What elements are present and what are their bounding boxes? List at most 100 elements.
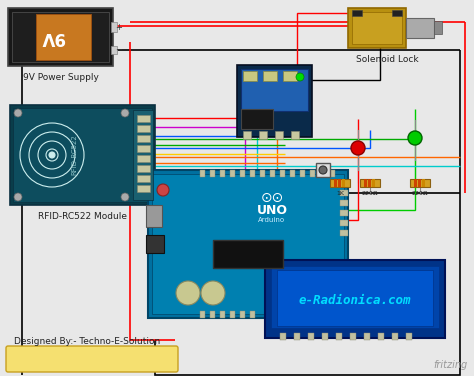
Bar bbox=[241, 109, 273, 129]
Bar bbox=[250, 170, 255, 177]
Bar bbox=[418, 179, 421, 187]
Bar bbox=[434, 21, 442, 34]
Circle shape bbox=[296, 73, 304, 81]
Bar bbox=[364, 333, 370, 340]
Bar bbox=[111, 22, 117, 32]
Text: 220Ω: 220Ω bbox=[412, 191, 428, 196]
Bar bbox=[133, 110, 153, 200]
Bar bbox=[271, 266, 439, 328]
Bar bbox=[348, 8, 406, 48]
Bar bbox=[392, 333, 398, 340]
Bar bbox=[137, 135, 150, 142]
Text: 1K: 1K bbox=[336, 191, 344, 196]
Bar bbox=[310, 170, 315, 177]
Bar bbox=[13, 108, 152, 202]
Bar bbox=[352, 12, 402, 44]
Bar bbox=[336, 333, 342, 340]
Bar bbox=[270, 170, 275, 177]
Bar bbox=[340, 230, 348, 236]
Circle shape bbox=[319, 166, 327, 174]
Bar bbox=[392, 10, 402, 16]
Circle shape bbox=[14, 193, 22, 201]
Bar bbox=[368, 179, 371, 187]
Bar bbox=[36, 14, 91, 60]
Bar bbox=[294, 333, 300, 340]
Bar bbox=[340, 200, 348, 206]
Bar bbox=[8, 8, 113, 66]
Bar bbox=[213, 240, 283, 268]
Bar bbox=[137, 175, 150, 182]
Bar bbox=[300, 170, 305, 177]
Bar bbox=[10, 105, 155, 205]
Text: UNO: UNO bbox=[256, 203, 288, 217]
Bar bbox=[410, 179, 430, 187]
Bar bbox=[259, 131, 267, 139]
Bar bbox=[320, 170, 325, 177]
Bar bbox=[372, 179, 375, 187]
Bar bbox=[378, 333, 384, 340]
Bar bbox=[250, 311, 255, 318]
Bar bbox=[152, 174, 344, 314]
FancyBboxPatch shape bbox=[6, 346, 178, 372]
Text: e-Radionica.com: e-Radionica.com bbox=[299, 294, 411, 308]
Text: +: + bbox=[115, 23, 122, 32]
Circle shape bbox=[351, 141, 365, 155]
Text: RFID-RC522: RFID-RC522 bbox=[72, 135, 78, 175]
Bar bbox=[308, 333, 314, 340]
Bar bbox=[220, 311, 225, 318]
Bar bbox=[275, 131, 283, 139]
Text: Designed By:- Techno-E-Solution: Designed By:- Techno-E-Solution bbox=[14, 337, 160, 346]
Bar bbox=[240, 170, 245, 177]
Circle shape bbox=[201, 281, 225, 305]
Circle shape bbox=[408, 131, 422, 145]
Bar bbox=[340, 210, 348, 216]
Bar bbox=[406, 18, 434, 38]
Text: ⊙⊙: ⊙⊙ bbox=[260, 191, 283, 205]
Text: −: − bbox=[115, 45, 122, 55]
Bar bbox=[338, 179, 341, 187]
Bar bbox=[352, 10, 362, 16]
Circle shape bbox=[157, 184, 169, 196]
Bar bbox=[334, 179, 337, 187]
Bar bbox=[330, 179, 350, 187]
Bar bbox=[210, 170, 215, 177]
Bar bbox=[263, 71, 277, 81]
Bar bbox=[340, 180, 348, 186]
Bar bbox=[137, 115, 150, 122]
Bar bbox=[240, 311, 245, 318]
Bar bbox=[280, 333, 286, 340]
Bar bbox=[243, 71, 257, 81]
Bar bbox=[342, 179, 345, 187]
Circle shape bbox=[121, 193, 129, 201]
Bar bbox=[241, 69, 308, 111]
Bar bbox=[200, 311, 205, 318]
Bar bbox=[146, 205, 162, 227]
Bar bbox=[137, 125, 150, 132]
Text: Solenoid Lock: Solenoid Lock bbox=[356, 55, 419, 64]
Bar bbox=[137, 145, 150, 152]
Bar bbox=[360, 179, 380, 187]
Bar bbox=[237, 65, 312, 137]
Bar bbox=[265, 260, 445, 338]
Bar bbox=[12, 12, 109, 62]
Bar bbox=[137, 185, 150, 192]
Bar bbox=[340, 190, 348, 196]
Circle shape bbox=[49, 152, 55, 158]
Bar bbox=[290, 170, 295, 177]
Bar bbox=[364, 179, 367, 187]
Bar bbox=[422, 179, 425, 187]
Bar bbox=[243, 131, 251, 139]
Bar bbox=[330, 170, 335, 177]
Bar bbox=[322, 333, 328, 340]
Bar bbox=[146, 235, 164, 253]
Circle shape bbox=[14, 109, 22, 117]
Bar bbox=[137, 165, 150, 172]
Bar bbox=[137, 155, 150, 162]
Bar bbox=[283, 71, 297, 81]
Bar bbox=[340, 220, 348, 226]
Bar bbox=[230, 311, 235, 318]
Bar bbox=[350, 333, 356, 340]
Bar bbox=[316, 163, 330, 177]
Bar bbox=[406, 333, 412, 340]
Text: 220Ω: 220Ω bbox=[362, 191, 378, 196]
